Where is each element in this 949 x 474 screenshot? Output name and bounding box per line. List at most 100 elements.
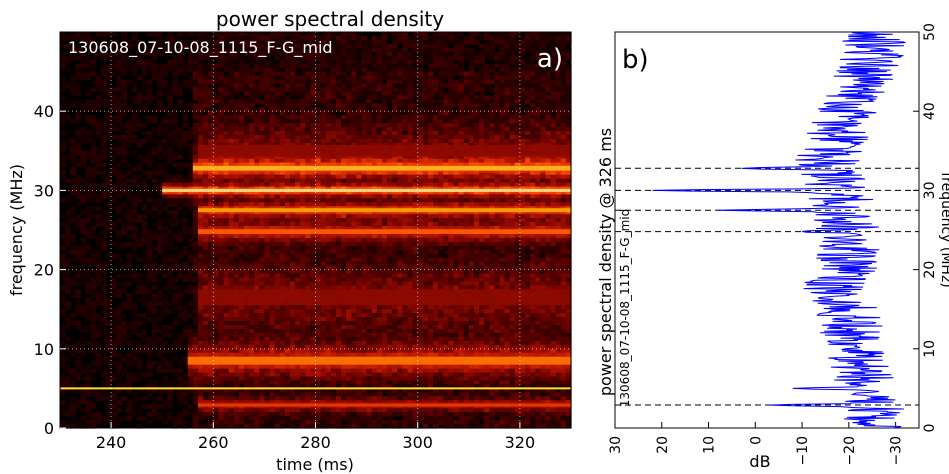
- spectrogram-cell: [259, 194, 265, 199]
- spectrogram-cell: [223, 198, 230, 203]
- spectrogram-cell: [479, 245, 485, 251]
- spectrogram-cell: [315, 134, 322, 140]
- spectrogram-cell: [100, 146, 107, 152]
- spectrogram-cell: [116, 127, 122, 132]
- spectrogram-cell: [514, 158, 521, 164]
- spectrogram-cell: [310, 91, 317, 96]
- spectrogram-cell: [162, 182, 168, 188]
- spectrogram-cell: [254, 214, 260, 219]
- spectrogram-cell: [550, 63, 557, 69]
- spectrogram-cell: [213, 87, 220, 92]
- spectrogram-cell: [387, 214, 393, 219]
- spectrogram-cell: [131, 218, 138, 223]
- spectrogram-cell: [111, 51, 117, 57]
- spectrogram-cell: [341, 55, 347, 61]
- spectrogram-cell: [141, 158, 148, 164]
- spectrogram-cell: [177, 59, 184, 65]
- spectrogram-cell: [371, 241, 378, 247]
- spectrogram-cell: [157, 210, 163, 215]
- spectrogram-cell: [519, 138, 526, 144]
- spectrogram-cell: [131, 134, 138, 140]
- spectrogram-cell: [136, 214, 143, 219]
- spectrogram-cell: [310, 59, 317, 65]
- spectrogram-cell: [351, 249, 357, 255]
- spectrogram-cell: [417, 202, 424, 207]
- spectrogram-cell: [530, 237, 536, 243]
- spectrogram-cell: [514, 95, 521, 100]
- spectrogram-cell: [259, 154, 265, 160]
- spectrogram-cell: [499, 249, 506, 255]
- spectrogram-cell: [320, 63, 327, 69]
- spectrogram-cell: [514, 245, 521, 251]
- spectrogram-cell: [433, 127, 439, 132]
- spectrogram-cell: [484, 43, 490, 49]
- spectrogram-cell: [116, 150, 122, 156]
- spectrogram-cell: [412, 32, 419, 37]
- spectrogram-cell: [530, 43, 536, 49]
- spectrogram-cell: [203, 47, 209, 53]
- spectrogram-cell: [213, 67, 220, 73]
- spectrogram-cell: [228, 107, 235, 112]
- spectrogram-cell: [376, 131, 383, 136]
- spectrogram-cell: [218, 71, 225, 77]
- spectrogram-cell: [295, 95, 301, 100]
- spectrogram-cell: [565, 249, 572, 255]
- spectrogram-cell: [540, 83, 547, 89]
- spectrogram-cell: [279, 79, 286, 85]
- spectrogram-cell: [560, 245, 567, 251]
- spectrogram-cell: [279, 178, 286, 184]
- spectrogram-cell: [550, 158, 557, 164]
- spectrogram-cell: [85, 166, 92, 172]
- spectrogram-cell: [80, 241, 87, 247]
- spectrogram-cell: [335, 55, 342, 61]
- spectrogram-cell: [243, 154, 250, 160]
- spectrogram-cell: [213, 83, 220, 89]
- spectrogram-cell: [356, 87, 363, 92]
- spectrogram-cell: [157, 127, 163, 132]
- spectrogram-cell: [545, 32, 552, 37]
- spectrogram-cell: [371, 119, 378, 124]
- spectrogram-cell: [525, 182, 531, 188]
- spectrogram-cell: [223, 237, 230, 243]
- spectrogram-cell: [361, 43, 368, 49]
- spectrogram-cell: [254, 138, 260, 144]
- spectrogram-cell: [479, 67, 485, 73]
- spectrogram-cell: [100, 79, 107, 85]
- spectrogram-cell: [70, 170, 76, 176]
- spectrogram-cell: [146, 245, 153, 251]
- spectrogram-cell: [381, 127, 388, 132]
- spectrogram-cell: [417, 103, 424, 108]
- spectrogram-cell: [80, 245, 87, 251]
- spectrogram-cell: [422, 127, 429, 132]
- spectrogram-cell: [473, 138, 480, 144]
- spectrogram-cell: [151, 146, 158, 152]
- spectrogram-cell: [167, 245, 174, 251]
- spectrogram-cell: [335, 131, 342, 136]
- spectrogram-cell: [136, 174, 143, 180]
- spectrogram-cell: [85, 186, 92, 191]
- spectrogram-cell: [151, 245, 158, 251]
- spectrogram-cell: [361, 131, 368, 136]
- spectrogram-cell: [361, 107, 368, 112]
- spectrogram-cell: [356, 198, 363, 203]
- spectrogram-cell: [269, 127, 276, 132]
- spectrogram-cell: [249, 138, 255, 144]
- spectrogram-cell: [330, 115, 337, 120]
- spectrogram-cell: [499, 245, 506, 251]
- spectrogram-cell: [555, 131, 562, 136]
- spectrogram-cell: [90, 127, 97, 132]
- spectrogram-cell: [468, 237, 475, 243]
- spectrogram-cell: [504, 182, 511, 188]
- spectrogram-cell: [530, 182, 536, 188]
- spectrogram-cell: [381, 39, 388, 45]
- spectrogram-cell: [346, 134, 352, 140]
- spectrogram-cell: [417, 218, 424, 223]
- spectrogram-cell: [555, 249, 562, 255]
- spectrogram-cell: [80, 162, 87, 168]
- spectrogram-cell: [422, 174, 429, 180]
- spectrogram-cell: [504, 134, 511, 140]
- spectrogram-cell: [443, 99, 449, 104]
- spectrogram-cell: [443, 222, 449, 227]
- spectrogram-cell: [438, 39, 444, 45]
- spectrogram-cell: [300, 99, 306, 104]
